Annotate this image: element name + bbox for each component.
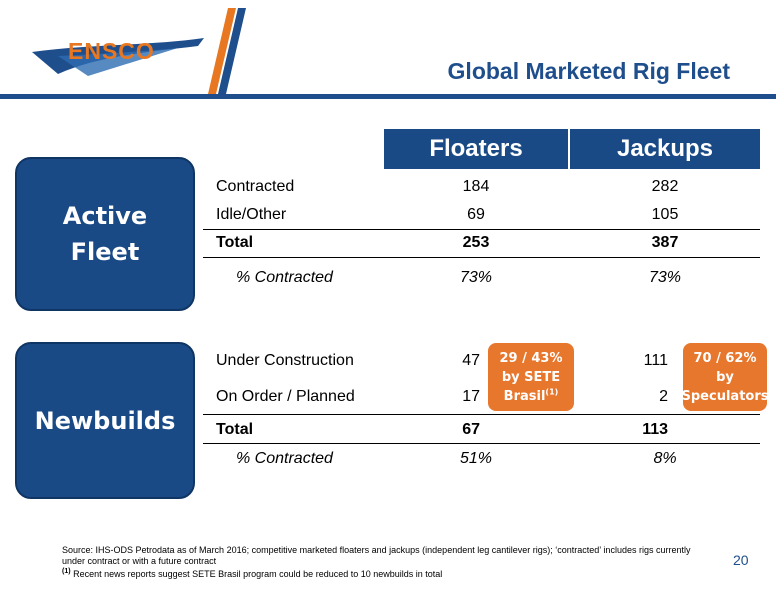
table-divider — [203, 414, 760, 415]
jackups-pct: 8% — [653, 450, 677, 467]
floaters-pct: 73% — [459, 269, 493, 286]
row-label: Under Construction — [216, 352, 354, 369]
jackups-value: 105 — [651, 206, 679, 223]
floaters-total: 67 — [462, 421, 480, 438]
floaters-pct: 51% — [459, 450, 493, 467]
jackups-value: 2 — [659, 388, 668, 405]
active-fleet-label-line2: Fleet — [70, 238, 140, 266]
floaters-value: 69 — [467, 206, 485, 223]
row-label: Idle/Other — [216, 206, 287, 223]
source-note: Source: IHS-ODS Petrodata as of March 20… — [62, 545, 691, 566]
table-divider — [203, 257, 760, 258]
total-label: Total — [216, 234, 254, 251]
callout-speculators: 70 / 62% by Speculators — [681, 343, 769, 411]
logo-swoosh-icon — [32, 38, 204, 76]
floaters-value: 47 — [462, 352, 480, 369]
jackups-total: 113 — [642, 421, 668, 438]
callout-line: 70 / 62% — [693, 350, 757, 366]
total-row: Total 67 113 — [216, 421, 760, 447]
pct-contracted-row: % Contracted 51% 8% — [216, 450, 760, 476]
active-fleet-label-line1: Active — [62, 202, 148, 230]
footnote-mark: (1) — [62, 568, 71, 575]
callout-line: Brasil — [503, 388, 546, 404]
row-label: On Order / Planned — [216, 388, 355, 405]
callout-line: 29 / 43% — [499, 350, 563, 366]
table-row: On Order / Planned 17 2 — [216, 388, 760, 414]
total-row: Total 253 387 — [216, 234, 760, 260]
ensco-logo: ENSCO — [28, 16, 208, 86]
page-title: Global Marketed Rig Fleet — [447, 58, 730, 84]
page-number: 20 — [733, 552, 749, 568]
jackups-value: 282 — [651, 178, 679, 195]
pct-label: % Contracted — [236, 269, 333, 286]
table-divider — [203, 443, 760, 444]
active-fleet-label: Active Fleet — [15, 157, 195, 311]
row-label: Contracted — [216, 178, 295, 195]
pct-contracted-row: % Contracted 73% 73% — [216, 269, 760, 295]
table-row: Contracted 184 282 — [216, 178, 760, 204]
header-stripes-icon — [208, 8, 246, 94]
callout-line: by — [716, 369, 734, 385]
newbuilds-label-text: Newbuilds — [34, 406, 176, 435]
header-divider — [0, 94, 776, 99]
callout-sete-brasil: 29 / 43% by SETE Brasil(1) — [488, 343, 574, 411]
table-row: Under Construction 47 111 — [216, 352, 760, 378]
pct-label: % Contracted — [236, 450, 333, 467]
footnote: (1) Recent news reports suggest SETE Bra… — [62, 568, 702, 580]
jackups-value: 111 — [643, 352, 668, 369]
callout-line: Speculators — [681, 388, 769, 404]
footnote-text: Recent news reports suggest SETE Brasil … — [73, 569, 443, 579]
jackups-total: 387 — [651, 234, 679, 251]
column-header-jackups: Jackups — [570, 129, 760, 169]
floaters-total: 253 — [462, 234, 490, 251]
table-row: Idle/Other 69 105 — [216, 206, 760, 232]
callout-line: by SETE — [501, 369, 561, 385]
table-divider — [203, 229, 760, 230]
floaters-value: 17 — [462, 388, 480, 405]
jackups-pct: 73% — [648, 269, 682, 286]
total-label: Total — [216, 421, 254, 438]
logo-text: ENSCO — [68, 38, 155, 64]
column-header-floaters: Floaters — [384, 129, 568, 169]
floaters-value: 184 — [462, 178, 490, 195]
footnote-ref: (1) — [545, 387, 559, 397]
newbuilds-label: Newbuilds — [15, 342, 195, 499]
